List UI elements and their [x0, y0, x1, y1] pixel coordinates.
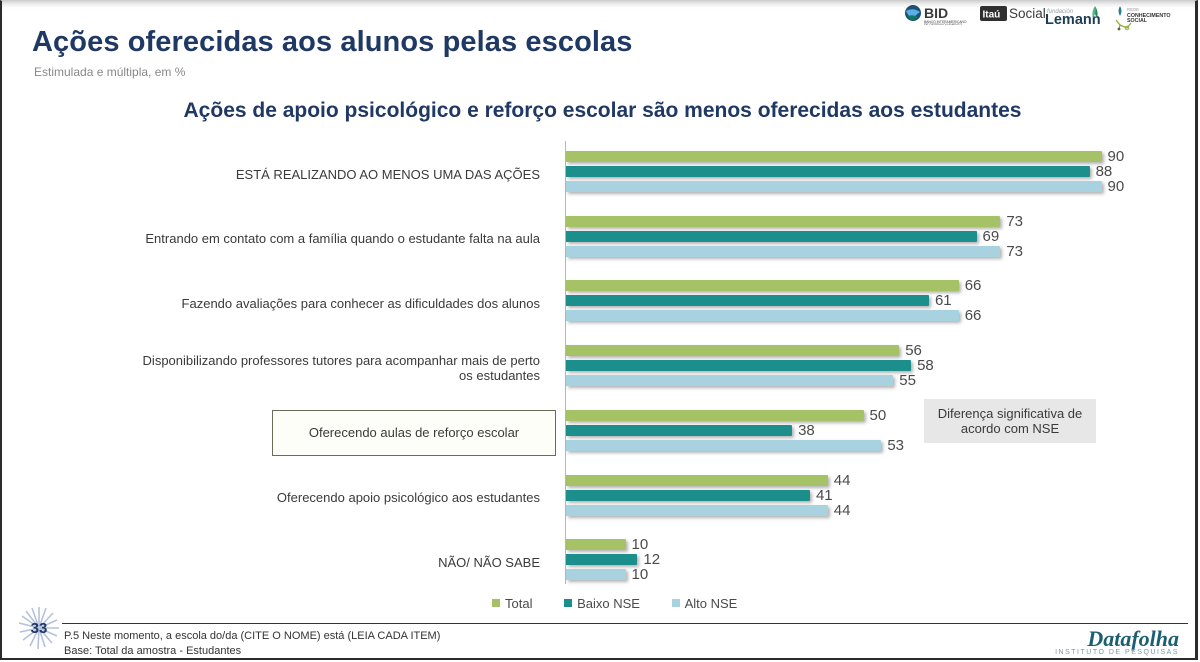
- svg-text:33: 33: [31, 620, 48, 637]
- svg-text:Social: Social: [1009, 6, 1046, 21]
- svg-text:BID: BID: [924, 5, 948, 21]
- svg-text:DE DESENVOLVIMENTO: DE DESENVOLVIMENTO: [924, 23, 963, 25]
- svg-text:REDE: REDE: [1127, 7, 1139, 12]
- svg-text:Itaú: Itaú: [983, 10, 1001, 21]
- svg-text:Lemann: Lemann: [1045, 12, 1101, 28]
